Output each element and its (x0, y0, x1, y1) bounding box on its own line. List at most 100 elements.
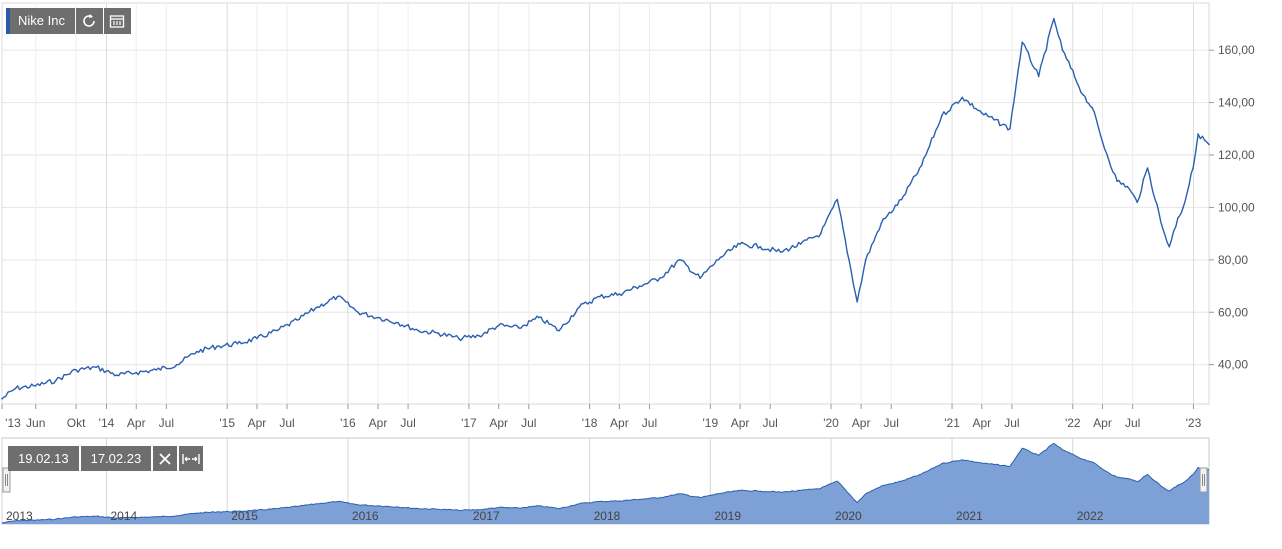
price-point (1208, 143, 1210, 146)
x-tick-label: '21 (944, 416, 960, 430)
price-point (558, 329, 560, 332)
expand-icon (182, 453, 200, 464)
x-tick-label: Jul (1004, 416, 1019, 430)
price-point (457, 337, 460, 340)
x-tick-label: Jun (26, 416, 45, 430)
x-tick-label: '16 (340, 416, 356, 430)
y-tick-label: 120,00 (1218, 148, 1255, 162)
price-point (1146, 167, 1149, 169)
price-point (357, 311, 359, 314)
reset-range-button[interactable] (153, 446, 178, 471)
refresh-button[interactable] (75, 8, 103, 34)
instrument-name[interactable]: Nike Inc (6, 8, 75, 34)
price-series-line (1, 18, 1210, 400)
navigator-year-label: 2020 (835, 509, 862, 523)
price-point (1136, 201, 1138, 203)
full-range-button[interactable] (179, 446, 204, 471)
price-point (1182, 206, 1184, 209)
navigator-year-label: 2022 (1077, 509, 1104, 523)
y-tick-label: 40,00 (1218, 358, 1248, 372)
x-tick-label: '22 (1065, 416, 1081, 430)
price-point (719, 256, 722, 259)
x-tick-label: Apr (731, 416, 750, 430)
x-tick-label: Jul (159, 416, 174, 430)
x-tick-layer: '13 Jun Okt '14 Apr Jul '15 Apr Jul '16 Apr Jul '17 A… (1, 404, 1202, 430)
x-tick-label: Apr (972, 416, 991, 430)
y-tick-label: 140,00 (1218, 96, 1255, 110)
price-point (1177, 217, 1179, 219)
plot-area (1, 2, 1210, 405)
range-end-date[interactable]: 17.02.23 (80, 446, 152, 471)
x-tick-label: Jul (400, 416, 415, 430)
calendar-button[interactable] (103, 8, 131, 34)
price-point (578, 306, 581, 308)
price-point (836, 198, 839, 201)
price-point (417, 329, 420, 332)
x-tick-label: '15 (219, 416, 235, 430)
x-tick-label: '17 (461, 416, 477, 430)
x-tick-label: Apr (369, 416, 388, 430)
price-point (799, 243, 802, 245)
navigator-year-label: 2016 (352, 509, 379, 523)
price-point (276, 329, 278, 332)
price-point (1, 398, 3, 400)
price-point (1168, 245, 1171, 248)
price-point (216, 345, 218, 348)
price-point (95, 366, 97, 369)
price-point (1009, 128, 1011, 130)
price-point (437, 332, 440, 335)
navigator-year-label: 2021 (956, 509, 983, 523)
navigator-left-handle[interactable] (2, 467, 11, 493)
price-point (618, 293, 621, 295)
price-point (175, 363, 178, 366)
price-point (941, 114, 943, 117)
x-tick-label: '20 (823, 416, 839, 430)
navigator-right-handle[interactable] (1199, 467, 1208, 493)
y-tick-label: 60,00 (1218, 305, 1248, 319)
calendar-icon (110, 15, 125, 28)
x-tick-label: Okt (67, 416, 86, 430)
price-point (34, 384, 37, 387)
handle-grip (1199, 467, 1208, 493)
price-point (699, 277, 701, 280)
price-point (679, 259, 681, 261)
price-point (1116, 180, 1118, 182)
navigator-year-label: 2013 (6, 509, 33, 523)
price-point (296, 319, 299, 321)
price-point (1091, 107, 1094, 109)
price-point (820, 232, 822, 235)
price-point (518, 327, 520, 329)
x-tick-label: Apr (1093, 416, 1112, 430)
x-tick-label: Apr (127, 416, 146, 430)
navigator-year-label: 2015 (231, 509, 258, 523)
range-start-date[interactable]: 19.02.13 (8, 446, 79, 471)
price-point (1082, 93, 1084, 96)
refresh-icon (83, 14, 96, 27)
grid-layer (1, 2, 1210, 405)
navigator-year-label: 2017 (473, 509, 500, 523)
price-point (1061, 49, 1064, 51)
price-point (864, 259, 867, 261)
price-point (115, 374, 118, 377)
price-point (336, 295, 339, 298)
price-point (599, 295, 601, 298)
price-point (236, 342, 239, 345)
price-point (638, 285, 641, 287)
y-tick-label: 100,00 (1218, 200, 1255, 214)
navigator-line (1, 442, 1210, 524)
price-point (880, 222, 883, 224)
x-tick-label: Jul (884, 416, 899, 430)
price-point (135, 371, 138, 374)
price-point (856, 301, 858, 303)
x-tick-label: Apr (852, 416, 871, 430)
price-point (377, 316, 379, 319)
x-tick-label: Jul (1125, 416, 1140, 430)
y-tick-layer: 40,00 60,00 80,00 100,00 120,00 140,00 160,00 (1209, 43, 1255, 372)
date-range-selector: 19.02.13 17.02.23 (8, 446, 204, 471)
chart-toolbar: Nike Inc (6, 8, 131, 34)
price-point (961, 96, 964, 99)
x-tick-label: Jul (763, 416, 778, 430)
price-point (478, 335, 481, 337)
price-point (75, 369, 77, 371)
